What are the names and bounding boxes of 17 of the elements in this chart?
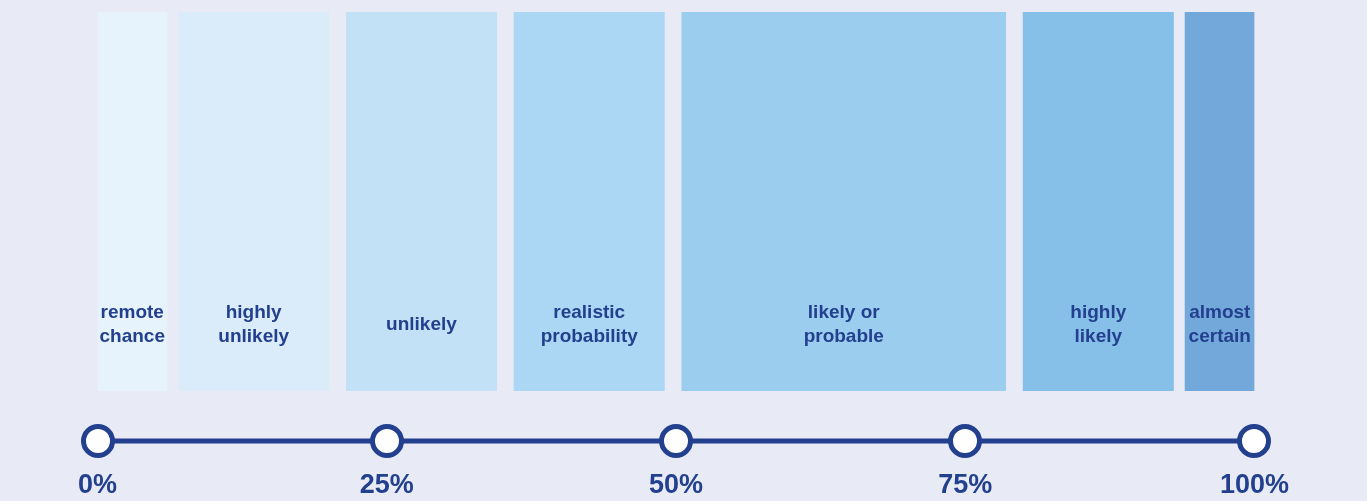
series-label: remote chance [99,301,165,347]
series-label: almost certain [1188,301,1252,347]
x-tick-label: 25% [359,468,414,499]
bar [345,12,497,391]
x-tick-label: 75% [938,468,993,499]
x-tick-label: 0% [78,468,118,499]
x-tick-label: 100% [1219,468,1289,499]
series-label: realistic probability [540,301,639,347]
bar [681,12,1007,391]
series-label: unlikely [386,313,458,335]
bar [1022,12,1174,391]
series-label: likely or probable [803,301,884,347]
series-label: highly likely [1070,301,1127,347]
x-tick-label: 50% [648,468,704,499]
bar [1184,12,1255,391]
bar [513,12,665,391]
series-label: highly unlikely [218,301,290,347]
